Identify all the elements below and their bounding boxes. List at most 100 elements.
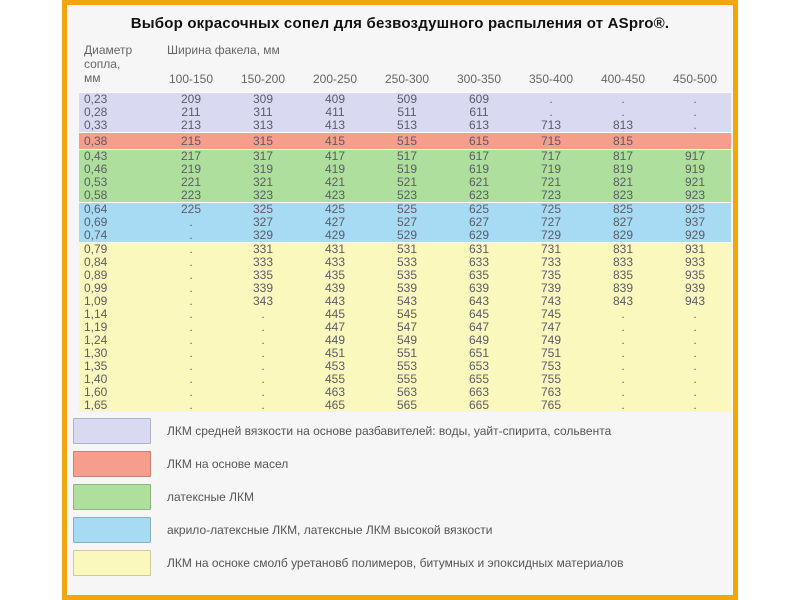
- diameter-cell: 0,69: [84, 216, 108, 229]
- fan-width-column-header: 400-450: [600, 72, 646, 86]
- legend-label: ЛКМ на основе масел: [167, 456, 289, 471]
- fan-width-value-cell: 455: [324, 373, 346, 386]
- fan-width-value-cell: 333: [252, 256, 274, 269]
- fan-width-value-cell: 517: [371, 149, 443, 163]
- fan-width-value-cell: 765: [540, 399, 562, 412]
- fan-width-value-cell: .: [693, 321, 697, 334]
- fan-width-value-cell: 453: [324, 360, 346, 373]
- diameter-cell: 1,14: [84, 308, 108, 321]
- fan-width-column-header: 450-500: [672, 72, 718, 86]
- diameter-cell: 0,53: [84, 176, 108, 189]
- table-row: 0,33 213 313 413 513 613 713 813.: [79, 119, 731, 132]
- fan-width-value-cell: 713: [540, 119, 562, 132]
- diameter-cell: 1,35: [84, 360, 108, 373]
- fan-width-value-cell: 645: [468, 308, 490, 321]
- fan-width-value-cell: 651: [468, 347, 490, 360]
- fan-width-value-cell: 219: [180, 163, 202, 176]
- nozzle-selection-table: Диаметр сопла, мм Ширина факела, мм 100-…: [79, 40, 732, 412]
- fan-width-value-cell: .: [261, 347, 265, 360]
- fan-width-value-cell: [659, 132, 732, 149]
- table-row: 1,35.. 453 553 653 753..: [79, 360, 731, 373]
- table-row: 0,28 211 311 411 511 611...: [79, 106, 731, 119]
- fan-width-value-cell: 551: [396, 347, 418, 360]
- fan-width-group-header: Ширина факела, мм: [167, 43, 280, 57]
- fan-width-value-cell: .: [621, 334, 625, 347]
- fan-width-value-cell: 417: [299, 149, 371, 163]
- table-row: 0,89. 335 435 535 635 735 835 935: [79, 269, 731, 282]
- legend-item: ЛКМ средней вязкости на основе разбавите…: [73, 418, 733, 444]
- fan-width-value-cell: 317: [227, 149, 299, 163]
- fan-width-value-cell: 409: [299, 92, 371, 106]
- table-row: 0,46 219 319 419 519 619 719 819 919: [79, 163, 731, 176]
- fan-width-value-cell: 735: [540, 269, 562, 282]
- fan-width-value-cell: 335: [252, 269, 274, 282]
- diameter-cell: 0,23: [79, 92, 155, 106]
- fan-width-value-cell: 533: [396, 256, 418, 269]
- fan-width-value-cell: 617: [443, 149, 515, 163]
- diameter-cell: 0,58: [84, 189, 108, 202]
- fan-width-value-cell: 731: [515, 242, 587, 256]
- fan-width-value-cell: .: [189, 308, 193, 321]
- legend-color-swatch: [73, 517, 151, 543]
- fan-width-value-cell: 813: [612, 119, 634, 132]
- fan-width-value-cell: 733: [540, 256, 562, 269]
- fan-width-value-cell: .: [621, 347, 625, 360]
- fan-width-value-cell: .: [189, 373, 193, 386]
- fan-width-value-cell: .: [621, 308, 625, 321]
- fan-width-value-cell: 721: [540, 176, 562, 189]
- fan-width-value-cell: 445: [324, 308, 346, 321]
- table-row: 0,64 225 325 425 525 625 725 825 925: [79, 202, 732, 216]
- section-resin-based: 0,79. 331 431 531 631 731 831 931 0,84. 333 433 533…: [79, 242, 732, 412]
- fan-width-value-cell: 655: [468, 373, 490, 386]
- fan-width-value-cell: 609: [443, 92, 515, 106]
- table-frame: Выбор окрасочных сопел для безвоздушного…: [62, 0, 738, 600]
- fan-width-value-cell: 411: [325, 106, 345, 119]
- fan-width-value-cell: .: [693, 399, 697, 412]
- fan-width-value-cell: 663: [468, 386, 490, 399]
- fan-width-value-cell: 423: [324, 189, 346, 202]
- diameter-cell: 1,24: [84, 334, 108, 347]
- legend-color-swatch: [73, 451, 151, 477]
- table-row: 1,65.. 465 565 665 765..: [79, 399, 731, 412]
- fan-width-value-cell: 511: [397, 106, 417, 119]
- fan-width-value-cell: 413: [324, 119, 346, 132]
- fan-width-value-cell: .: [189, 386, 193, 399]
- fan-width-value-cell: 639: [468, 282, 490, 295]
- legend-color-swatch: [73, 550, 151, 576]
- range-header-row: 100-150 150-200 200-250 250-300 300-350 350-4…: [79, 66, 731, 92]
- fan-width-value-cell: 747: [540, 321, 562, 334]
- fan-width-value-cell: 217: [155, 149, 227, 163]
- fan-width-value-cell: .: [189, 334, 193, 347]
- fan-width-value-cell: 319: [252, 163, 274, 176]
- fan-width-value-cell: .: [189, 347, 193, 360]
- fan-width-value-cell: .: [693, 106, 697, 119]
- fan-width-column-header: 150-200: [240, 72, 286, 86]
- fan-width-value-cell: .: [261, 373, 265, 386]
- fan-width-value-cell: 525: [371, 202, 443, 216]
- fan-width-value-cell: 429: [324, 229, 346, 242]
- legend-label: ЛКМ на осноке смолб уретановб полимеров,…: [167, 555, 624, 570]
- fan-width-value-cell: 309: [227, 92, 299, 106]
- fan-width-value-cell: 549: [396, 334, 418, 347]
- fan-width-value-cell: 763: [540, 386, 562, 399]
- fan-width-value-cell: 327: [252, 216, 274, 229]
- fan-width-value-cell: 509: [371, 92, 443, 106]
- fan-width-value-cell: 431: [299, 242, 371, 256]
- fan-width-value-cell: 751: [540, 347, 562, 360]
- fan-width-value-cell: .: [693, 347, 697, 360]
- legend-item: ЛКМ на осноке смолб уретановб полимеров,…: [73, 550, 733, 576]
- fan-width-value-cell: .: [621, 321, 625, 334]
- fan-width-value-cell: 835: [612, 269, 634, 282]
- fan-width-value-cell: 311: [253, 106, 273, 119]
- table-row: 1,40.. 455 555 655 755..: [79, 373, 731, 386]
- fan-width-value-cell: 225: [155, 202, 227, 216]
- diameter-cell: 1,65: [84, 399, 108, 412]
- fan-width-value-cell: .: [261, 321, 265, 334]
- table-row: 1,60.. 463 563 663 763..: [79, 386, 731, 399]
- table-row: 1,30.. 451 551 651 751..: [79, 347, 731, 360]
- fan-width-value-cell: 463: [324, 386, 346, 399]
- fan-width-value-cell: 613: [468, 119, 490, 132]
- fan-width-value-cell: 839: [612, 282, 634, 295]
- fan-width-value-cell: 725: [515, 202, 587, 216]
- fan-width-value-cell: 547: [396, 321, 418, 334]
